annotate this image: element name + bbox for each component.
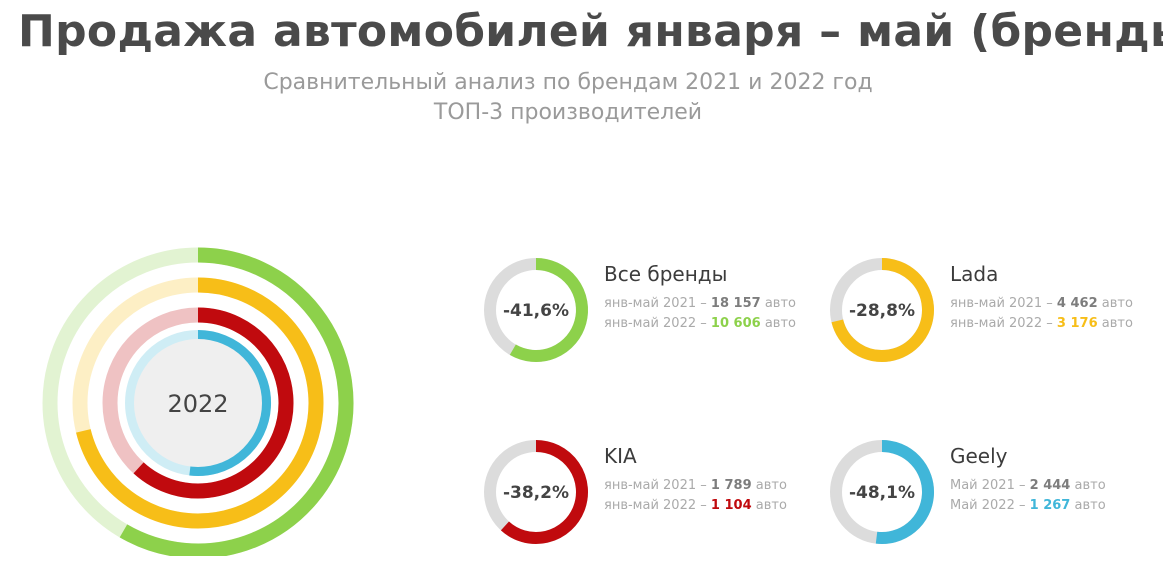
card-line-2022: янв-май 2022 – 3 176 авто [950, 316, 1133, 331]
donut-arc-kia [500, 440, 588, 544]
donut-percent: -28,8% [849, 301, 915, 321]
chart-center-label: 2022 [167, 390, 228, 418]
card-geely: -48,1% Geely Май 2021 – 2 444 авто Май 2… [824, 434, 1154, 554]
card-line-2021: янв-май 2021 – 1 789 авто [604, 478, 787, 493]
card-line-2022: Май 2022 – 1 267 авто [950, 498, 1106, 513]
donut-arc-all-brands [509, 258, 588, 362]
card-name: KIA [604, 444, 637, 468]
radial-bar-chart: 2022 [42, 247, 354, 556]
card-line-2021: янв-май 2021 – 18 157 авто [604, 296, 796, 311]
donut-lada: -28,8% [830, 258, 934, 362]
subtitle: Сравнительный анализ по брендам 2021 и 2… [263, 70, 873, 95]
card-kia: -38,2% KIA янв-май 2021 – 1 789 авто янв… [478, 434, 808, 554]
subtitle-top3: ТОП-3 производителей [433, 100, 703, 125]
chart-center-disc [134, 339, 262, 467]
ring-arc-all [119, 247, 354, 556]
card-name: Все бренды [604, 262, 728, 286]
card-all-brands: -41,6% Все бренды янв-май 2021 – 18 157 … [478, 252, 808, 372]
donut-arc-lada [831, 258, 934, 362]
ring-arc-kia [133, 307, 294, 499]
donut-kia: -38,2% [484, 440, 588, 544]
donut-arc-geely [875, 440, 935, 544]
card-name: Geely [950, 444, 1008, 468]
card-line-2022: янв-май 2022 – 10 606 авто [604, 316, 796, 331]
ring-arc-lada [76, 277, 324, 529]
card-name: Lada [950, 262, 999, 286]
card-line-2022: янв-май 2022 – 1 104 авто [604, 498, 787, 513]
donut-geely: -48,1% [830, 440, 935, 544]
page-title: Продажа автомобилей января – май (бренды… [18, 6, 1163, 57]
donut-percent: -48,1% [849, 483, 915, 503]
card-line-2021: Май 2021 – 2 444 авто [950, 478, 1106, 493]
donut-all-brands: -41,6% [484, 258, 588, 362]
donut-percent: -38,2% [503, 483, 569, 503]
donut-percent: -41,6% [503, 301, 569, 321]
card-line-2021: янв-май 2021 – 4 462 авто [950, 296, 1133, 311]
card-lada: -28,8% Lada янв-май 2021 – 4 462 авто ян… [824, 252, 1154, 372]
